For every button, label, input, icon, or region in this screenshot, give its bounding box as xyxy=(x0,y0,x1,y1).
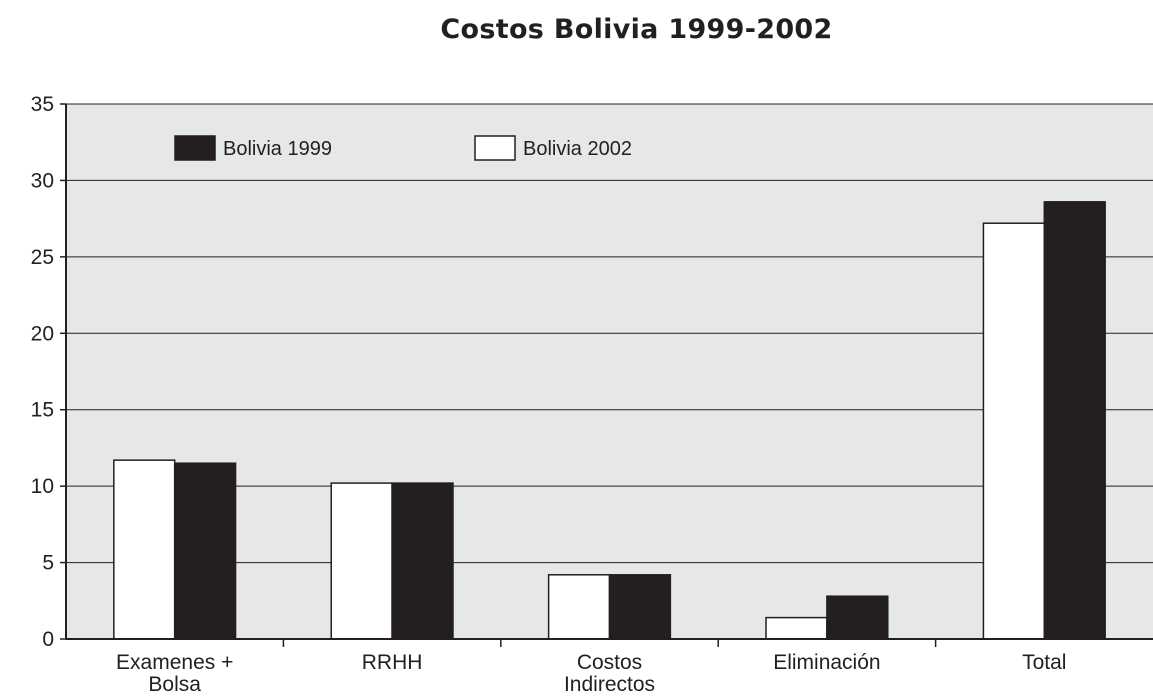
x-tick-label: Examenes + Bolsa xyxy=(116,651,233,696)
legend-label: Bolivia 2002 xyxy=(523,138,632,160)
x-tick-label: RRHH xyxy=(362,651,423,674)
gridlines xyxy=(66,103,1153,564)
bar xyxy=(113,459,176,640)
y-tick-label: 10 xyxy=(31,475,54,498)
bar xyxy=(608,574,672,640)
y-tick-label: 20 xyxy=(31,322,54,345)
bar xyxy=(330,482,393,640)
axes: 0 5 10 15 20 25 30 35 Examenes + Bolsa RRHH Costos I… xyxy=(31,93,1153,696)
y-tick-label: 15 xyxy=(31,399,54,422)
legend-swatch xyxy=(474,135,516,161)
y-tick-label: 35 xyxy=(31,93,54,116)
bar xyxy=(826,595,889,640)
bar xyxy=(982,222,1046,640)
bar xyxy=(1043,201,1106,640)
y-tick-label: 30 xyxy=(31,169,54,192)
chart-title: Costos Bolivia 1999-2002 xyxy=(440,14,833,45)
x-tick-label: Total xyxy=(1022,651,1066,674)
x-tick-label: Eliminación xyxy=(773,651,880,674)
bar xyxy=(173,462,237,640)
bar xyxy=(547,574,611,640)
y-tick-label: 25 xyxy=(31,246,54,269)
legend-label: Bolivia 1999 xyxy=(223,138,332,160)
bar xyxy=(765,616,828,640)
y-tick-label: 0 xyxy=(42,628,54,651)
x-tick-label: Costos Indirectos xyxy=(564,651,655,696)
legend: Bolivia 1999 Bolivia 2002 xyxy=(174,135,632,161)
plot-area xyxy=(66,104,1153,639)
legend-swatch xyxy=(174,135,216,161)
bars xyxy=(113,201,1106,640)
y-tick-label: 5 xyxy=(42,552,54,575)
bar xyxy=(391,482,454,640)
